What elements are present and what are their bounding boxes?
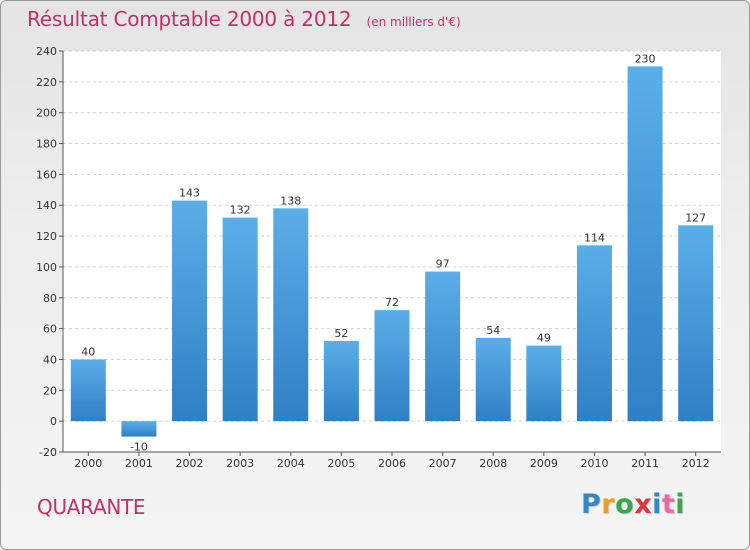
y-tick-label: 100 (36, 261, 57, 274)
x-tick-label: 2001 (125, 457, 153, 470)
y-tick-label: 120 (36, 230, 57, 243)
x-tick-label: 2003 (226, 457, 254, 470)
y-tick-label: -20 (39, 446, 57, 459)
data-label: 127 (685, 211, 706, 224)
bar (576, 245, 612, 422)
bar (374, 310, 410, 422)
x-tick-label: 2004 (277, 457, 305, 470)
chart-title: Résultat Comptable 2000 à 2012 (27, 7, 352, 31)
data-label: 40 (81, 345, 95, 358)
x-tick-label: 2005 (327, 457, 355, 470)
town-name: QUARANTE (37, 495, 146, 519)
data-label: -10 (130, 441, 148, 454)
x-tick-label: 2002 (176, 457, 204, 470)
y-tick-label: 160 (36, 168, 57, 181)
data-label: 132 (230, 204, 251, 217)
data-label: 230 (635, 52, 656, 65)
bar (526, 345, 562, 422)
data-label: 54 (486, 324, 500, 337)
y-tick-label: 40 (43, 353, 57, 366)
bar (222, 217, 258, 422)
y-tick-label: 240 (36, 45, 57, 58)
bar (172, 200, 208, 422)
data-label: 52 (334, 327, 348, 340)
x-tick-label: 2009 (530, 457, 558, 470)
y-tick-label: 80 (43, 292, 57, 305)
y-tick-label: 0 (50, 415, 57, 428)
x-tick-label: 2010 (580, 457, 608, 470)
data-label: 143 (179, 187, 200, 200)
x-tick-label: 2011 (631, 457, 659, 470)
bar (70, 359, 106, 422)
y-tick-label: 180 (36, 138, 57, 151)
x-tick-label: 2008 (479, 457, 507, 470)
bar (475, 337, 511, 422)
x-tick-label: 2012 (682, 457, 710, 470)
data-label: 138 (280, 194, 301, 207)
y-tick-label: 220 (36, 76, 57, 89)
brand-logo: Proxiti (581, 489, 686, 520)
title-block: Résultat Comptable 2000 à 2012 (en milli… (27, 7, 461, 31)
bar (323, 340, 359, 422)
y-tick-label: 20 (43, 384, 57, 397)
data-label: 114 (584, 231, 605, 244)
x-tick-label: 2000 (74, 457, 102, 470)
bar (273, 208, 309, 422)
data-label: 72 (385, 296, 399, 309)
data-label: 49 (537, 332, 551, 345)
y-tick-label: 200 (36, 107, 57, 120)
bar (627, 66, 663, 422)
data-label: 97 (436, 258, 450, 271)
bar (678, 225, 714, 422)
x-tick-label: 2007 (429, 457, 457, 470)
bar (425, 271, 461, 422)
y-tick-label: 140 (36, 199, 57, 212)
bar (121, 421, 157, 437)
chart-subtitle: (en milliers d'€) (366, 15, 461, 29)
x-tick-label: 2006 (378, 457, 406, 470)
y-tick-label: 60 (43, 323, 57, 336)
